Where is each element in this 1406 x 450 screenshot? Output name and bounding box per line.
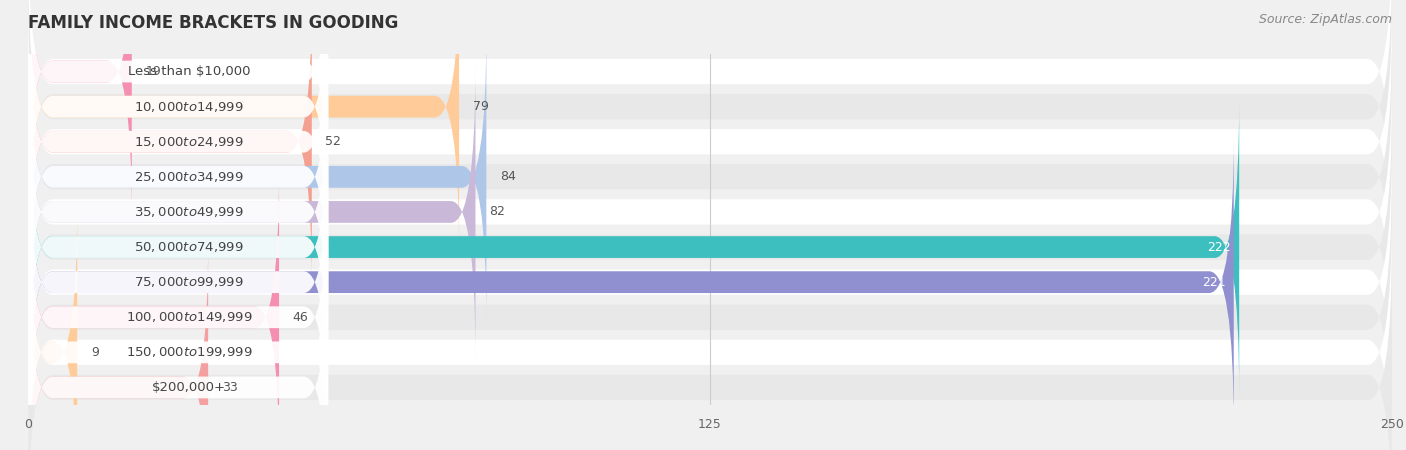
- FancyBboxPatch shape: [28, 32, 1392, 322]
- FancyBboxPatch shape: [28, 100, 1239, 394]
- Text: $10,000 to $14,999: $10,000 to $14,999: [134, 99, 243, 114]
- Text: Source: ZipAtlas.com: Source: ZipAtlas.com: [1258, 14, 1392, 27]
- FancyBboxPatch shape: [28, 0, 328, 219]
- FancyBboxPatch shape: [28, 0, 1392, 252]
- Text: 222: 222: [1208, 241, 1232, 253]
- FancyBboxPatch shape: [28, 0, 328, 289]
- FancyBboxPatch shape: [28, 205, 328, 450]
- Text: $35,000 to $49,999: $35,000 to $49,999: [134, 205, 243, 219]
- FancyBboxPatch shape: [28, 30, 328, 324]
- Text: Less than $10,000: Less than $10,000: [128, 65, 250, 78]
- Text: $25,000 to $34,999: $25,000 to $34,999: [134, 170, 243, 184]
- FancyBboxPatch shape: [28, 205, 77, 450]
- FancyBboxPatch shape: [28, 0, 1392, 287]
- FancyBboxPatch shape: [28, 135, 328, 429]
- FancyBboxPatch shape: [28, 30, 486, 324]
- Text: FAMILY INCOME BRACKETS IN GOODING: FAMILY INCOME BRACKETS IN GOODING: [28, 14, 398, 32]
- Text: 9: 9: [91, 346, 98, 359]
- FancyBboxPatch shape: [28, 0, 328, 254]
- Text: $100,000 to $149,999: $100,000 to $149,999: [125, 310, 252, 324]
- FancyBboxPatch shape: [28, 65, 328, 359]
- FancyBboxPatch shape: [28, 137, 1392, 427]
- FancyBboxPatch shape: [28, 242, 1392, 450]
- FancyBboxPatch shape: [28, 240, 328, 450]
- FancyBboxPatch shape: [28, 65, 475, 359]
- Text: 84: 84: [501, 171, 516, 183]
- Text: $50,000 to $74,999: $50,000 to $74,999: [134, 240, 243, 254]
- FancyBboxPatch shape: [28, 67, 1392, 357]
- Text: $150,000 to $199,999: $150,000 to $199,999: [125, 345, 252, 360]
- FancyBboxPatch shape: [28, 0, 460, 254]
- Text: 52: 52: [325, 135, 342, 148]
- Text: 19: 19: [145, 65, 162, 78]
- FancyBboxPatch shape: [28, 135, 1233, 429]
- FancyBboxPatch shape: [28, 0, 132, 219]
- Text: $15,000 to $24,999: $15,000 to $24,999: [134, 135, 243, 149]
- FancyBboxPatch shape: [28, 102, 1392, 392]
- FancyBboxPatch shape: [28, 0, 312, 289]
- Text: 46: 46: [292, 311, 308, 324]
- Text: 79: 79: [472, 100, 489, 113]
- FancyBboxPatch shape: [28, 0, 1392, 217]
- Text: $200,000+: $200,000+: [152, 381, 226, 394]
- FancyBboxPatch shape: [28, 170, 278, 450]
- Text: 33: 33: [222, 381, 238, 394]
- FancyBboxPatch shape: [28, 207, 1392, 450]
- FancyBboxPatch shape: [28, 100, 328, 394]
- Text: 221: 221: [1202, 276, 1226, 288]
- FancyBboxPatch shape: [28, 170, 328, 450]
- Text: $75,000 to $99,999: $75,000 to $99,999: [134, 275, 243, 289]
- FancyBboxPatch shape: [28, 240, 208, 450]
- FancyBboxPatch shape: [28, 172, 1392, 450]
- Text: 82: 82: [489, 206, 505, 218]
